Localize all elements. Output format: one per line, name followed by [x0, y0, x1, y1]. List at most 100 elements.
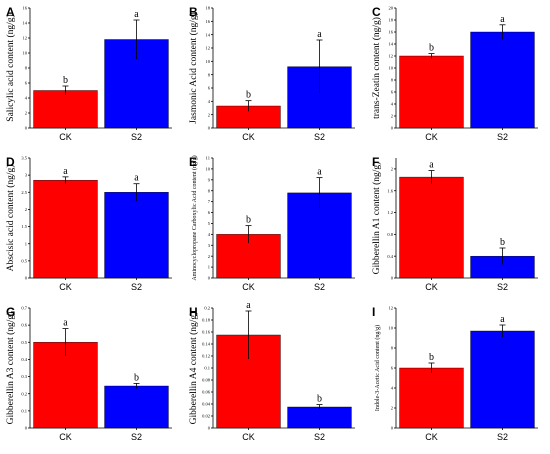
- y-tick-label: 0: [208, 276, 211, 281]
- y-axis-label: Gibberellin A1 content (ng/g): [371, 162, 382, 275]
- bar-s2: [104, 192, 169, 279]
- y-tick-label: 0.2: [21, 391, 27, 396]
- y-tick-label: 0.08: [202, 378, 211, 383]
- y-tick-label: 2: [25, 111, 27, 116]
- panel-letter: C: [372, 5, 381, 19]
- y-tick-label: 3.5: [21, 156, 27, 161]
- y-tick-label: 8: [208, 72, 211, 77]
- bar-ck: [399, 367, 464, 429]
- y-tick-label: 14: [23, 21, 28, 26]
- y-tick-label: 0: [391, 126, 394, 131]
- x-tick-label: CK: [425, 282, 438, 292]
- significance-letter: a: [63, 166, 68, 177]
- y-axis-label: trans-Zeatin content (ng/g): [371, 17, 382, 119]
- y-tick-label: 1.6: [387, 188, 393, 193]
- significance-letter: b: [134, 372, 139, 383]
- y-tick-label: 2: [391, 114, 393, 119]
- y-tick-label: 12: [389, 54, 394, 59]
- y-tick-label: 0.06: [202, 390, 211, 395]
- y-tick-label: 0.18: [202, 318, 211, 323]
- y-tick-label: 2: [208, 112, 210, 117]
- y-tick-label: 2: [25, 207, 27, 212]
- bar-ck: [33, 90, 98, 129]
- y-axis-label: Jasmonic Acid content (ng/g): [188, 12, 199, 124]
- y-tick-label: 18: [389, 18, 394, 23]
- x-tick-label: CK: [59, 432, 72, 442]
- y-tick-label: 12: [389, 306, 394, 311]
- y-tick-label: 3: [208, 243, 211, 248]
- significance-letter: a: [429, 160, 434, 171]
- y-tick-label: 0: [25, 426, 28, 431]
- y-tick-label: 0: [391, 426, 394, 431]
- y-tick-label: 6: [391, 366, 394, 371]
- bar-s2: [104, 385, 169, 429]
- significance-letter: a: [134, 9, 139, 20]
- bar-ck: [399, 176, 464, 279]
- x-tick-label: S2: [131, 132, 142, 142]
- significance-letter: a: [246, 300, 251, 311]
- y-axis-label: Gibberellin A3 content (ng/g): [5, 312, 16, 425]
- y-axis-label: Gibberellin A4 content (ng/g): [188, 312, 199, 425]
- x-tick-label: S2: [131, 432, 142, 442]
- significance-letter: b: [429, 352, 434, 363]
- y-axis-label: Indole-3-Acetic Acid content (ng/g): [374, 325, 381, 411]
- y-tick-label: 16: [389, 30, 394, 35]
- y-tick-label: 0.7: [21, 306, 27, 311]
- y-tick-label: 5: [208, 221, 211, 226]
- y-tick-label: 0.12: [202, 354, 210, 359]
- y-tick-label: 4: [208, 232, 211, 237]
- y-tick-label: 1: [25, 241, 27, 246]
- x-tick-label: CK: [425, 432, 438, 442]
- significance-letter: b: [246, 90, 251, 101]
- x-tick-label: CK: [242, 132, 255, 142]
- y-tick-label: 0.8: [387, 232, 393, 237]
- y-tick-label: 0.3: [21, 374, 27, 379]
- y-tick-label: 0: [208, 126, 211, 131]
- y-axis-label: Salicylic acid content (ng/g): [5, 14, 16, 121]
- y-tick-label: 16: [23, 6, 28, 11]
- y-tick-label: 14: [389, 42, 394, 47]
- y-tick-label: 9: [208, 177, 211, 182]
- x-tick-label: S2: [497, 432, 508, 442]
- panel-letter: H: [189, 305, 198, 319]
- y-tick-label: 0.4: [21, 357, 27, 362]
- significance-letter: b: [429, 43, 434, 54]
- y-tick-label: 4: [391, 386, 394, 391]
- x-tick-label: S2: [314, 282, 325, 292]
- significance-letter: b: [246, 215, 251, 226]
- significance-letter: a: [317, 167, 322, 178]
- panel-letter: G: [6, 305, 15, 319]
- y-tick-label: 2: [208, 254, 210, 259]
- y-tick-label: 0.5: [21, 258, 27, 263]
- y-tick-label: 0: [208, 426, 211, 431]
- y-tick-label: 10: [206, 167, 211, 172]
- x-tick-label: CK: [242, 432, 255, 442]
- y-tick-label: 10: [206, 59, 211, 64]
- x-tick-label: CK: [59, 132, 72, 142]
- bar-ck: [399, 55, 464, 129]
- x-tick-label: CK: [425, 132, 438, 142]
- y-tick-label: 2: [391, 406, 393, 411]
- y-tick-label: 14: [206, 32, 211, 37]
- y-tick-label: 0.04: [202, 402, 211, 407]
- y-tick-label: 18: [206, 6, 211, 11]
- y-tick-label: 2.5: [21, 190, 27, 195]
- x-tick-label: CK: [59, 282, 72, 292]
- significance-letter: b: [500, 237, 505, 248]
- bar-s2: [287, 406, 352, 429]
- y-tick-label: 12: [23, 36, 28, 41]
- significance-letter: a: [63, 318, 68, 329]
- y-tick-label: 0.4: [387, 254, 393, 259]
- y-tick-label: 6: [208, 210, 211, 215]
- significance-letter: a: [134, 173, 139, 184]
- x-tick-label: S2: [497, 132, 508, 142]
- y-tick-label: 8: [391, 78, 394, 83]
- y-tick-label: 0.1: [204, 366, 210, 371]
- y-tick-label: 6: [208, 86, 211, 91]
